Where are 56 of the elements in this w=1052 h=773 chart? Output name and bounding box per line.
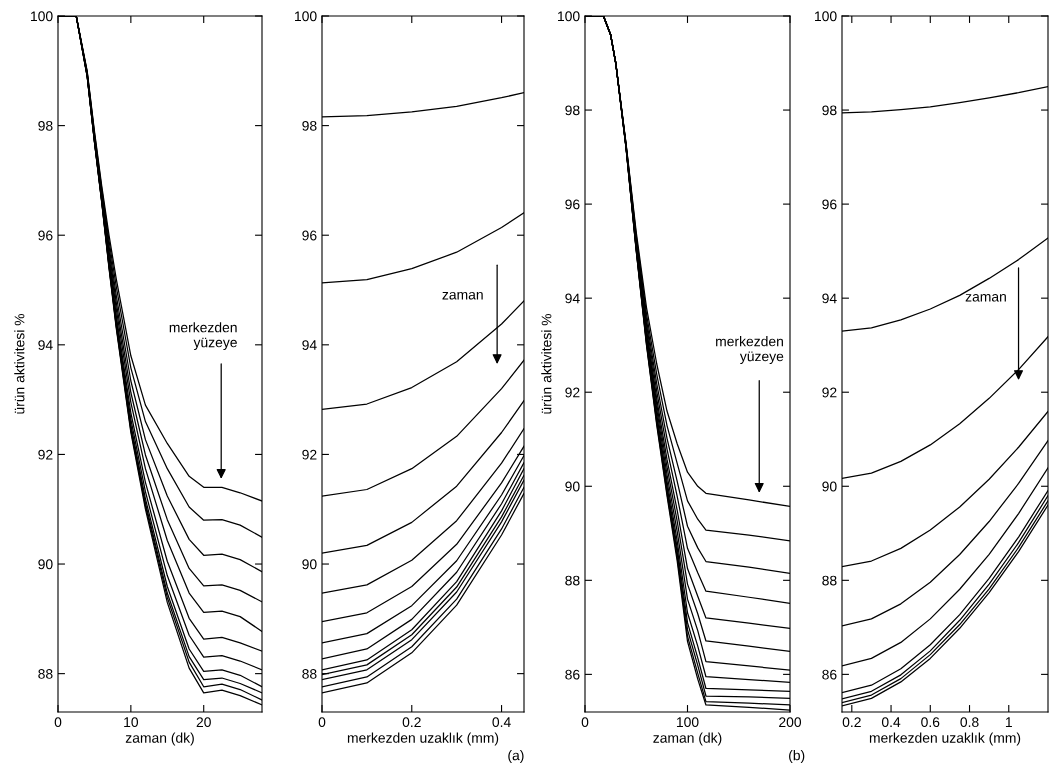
x-tick-label: 0.8 [960, 717, 979, 728]
annotation: merkezden yüzeye [716, 336, 784, 364]
annotation: zaman [442, 291, 483, 300]
x-tick-label: 10 [124, 717, 139, 728]
text: (b) [789, 750, 805, 764]
x-axis-title: merkezden uzaklık (mm) [869, 732, 1021, 746]
y-tick-label: 100 [31, 11, 53, 22]
x-tick-label: 1 [1005, 717, 1012, 727]
x-tick-label: 0 [54, 717, 62, 728]
x-axis-title: merkezden uzaklık (mm) [347, 732, 499, 746]
y-tick-label: 86 [822, 669, 837, 680]
y-tick-label: 90 [565, 481, 580, 492]
y-tick-label: 92 [565, 387, 580, 398]
y-tick-label: 90 [822, 481, 837, 492]
y-tick-label: 88 [302, 668, 317, 679]
y-axis-title: ürün aktivitesi % [14, 313, 25, 414]
y-tick-label: 96 [822, 199, 837, 210]
text: (a) [508, 750, 524, 764]
annotation: zaman [965, 294, 1006, 302]
x-tick-label: 200 [779, 717, 802, 728]
y-axis-title: ürün aktivitesi % [541, 313, 552, 414]
y-tick-label: 90 [38, 559, 53, 570]
y-tick-label: 94 [565, 293, 580, 304]
x-tick-label: 0 [581, 717, 589, 728]
y-tick-label: 88 [822, 575, 837, 586]
y-tick-label: 92 [38, 449, 53, 460]
y-tick-label: 96 [38, 230, 53, 241]
x-tick-label: 0 [318, 717, 326, 728]
y-tick-label: 94 [38, 340, 53, 350]
y-tick-label: 98 [38, 120, 53, 131]
x-tick-label: 100 [676, 717, 699, 728]
x-axis-title: zaman (dk) [125, 732, 194, 746]
y-tick-label: 98 [565, 105, 580, 116]
y-tick-label: 100 [815, 11, 837, 22]
y-tick-label: 88 [38, 668, 53, 679]
y-tick-label: 100 [558, 11, 580, 22]
y-tick-label: 94 [302, 340, 317, 350]
x-tick-label: 0.6 [921, 717, 940, 728]
annotation: merkezden yüzeye [169, 322, 237, 351]
x-tick-label: 20 [196, 717, 211, 728]
y-tick-label: 98 [822, 105, 837, 116]
x-axis-title: zaman (dk) [653, 732, 722, 746]
y-tick-label: 92 [302, 449, 317, 460]
y-tick-label: 92 [822, 387, 837, 398]
x-tick-label: 0.2 [402, 717, 421, 728]
y-tick-label: 98 [302, 120, 317, 131]
y-tick-label: 100 [295, 11, 317, 22]
x-tick-label: 0.4 [881, 717, 901, 728]
y-tick-label: 94 [822, 293, 837, 304]
x-tick-label: 0.2 [842, 717, 861, 728]
x-tick-label: 0.4 [492, 717, 511, 728]
y-tick-label: 88 [565, 575, 580, 586]
y-tick-label: 96 [565, 199, 580, 210]
y-tick-label: 96 [302, 230, 317, 241]
y-tick-label: 86 [565, 669, 580, 680]
y-tick-label: 90 [302, 559, 317, 570]
